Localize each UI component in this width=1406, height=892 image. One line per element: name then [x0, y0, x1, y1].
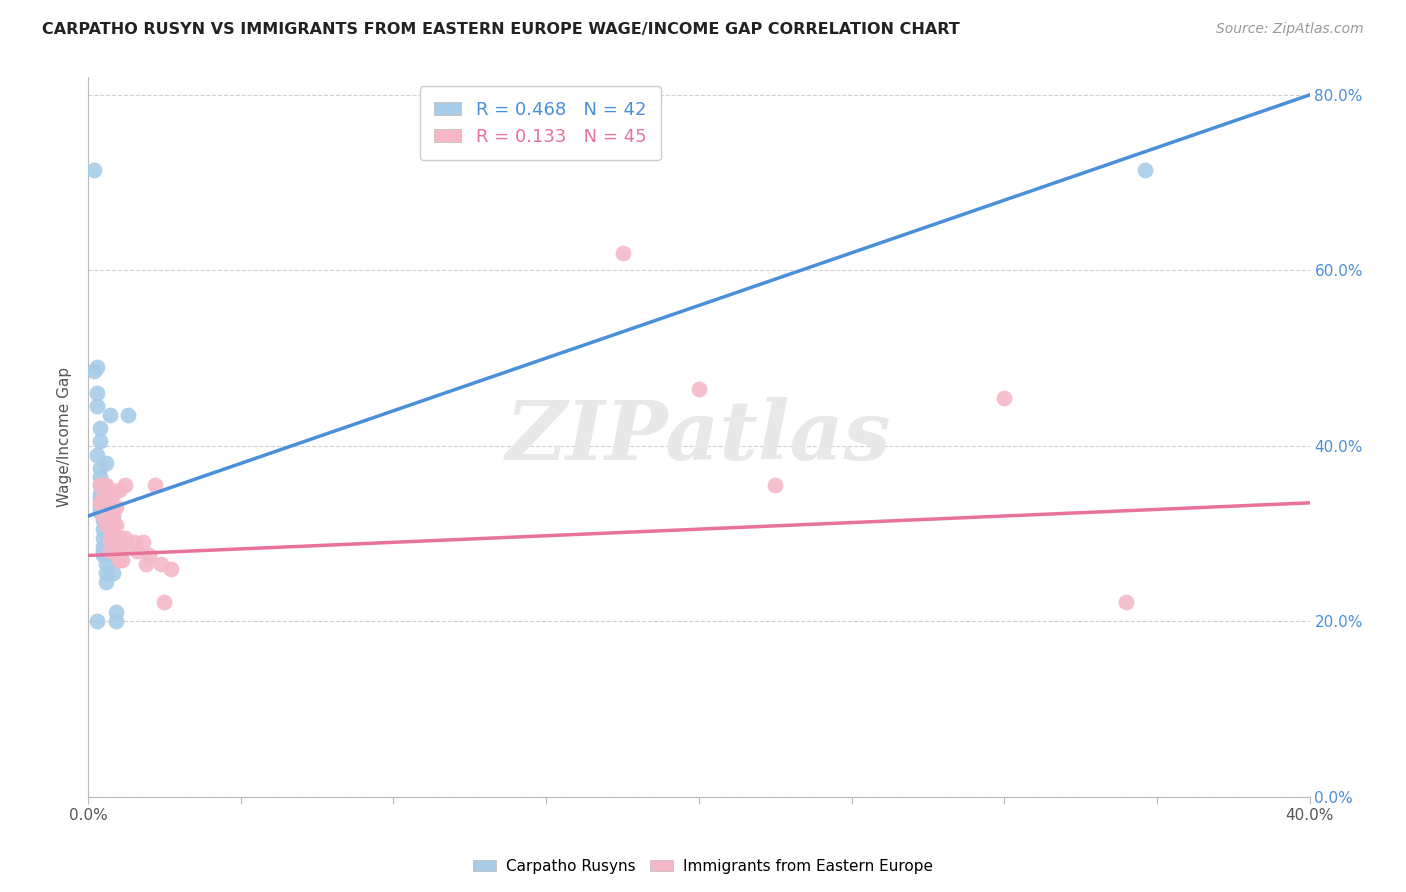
- Point: [98, 408, 121, 422]
- Point: [138, 549, 160, 563]
- Point: [104, 614, 127, 628]
- Point: [93, 513, 115, 527]
- Legend: Carpatho Rusyns, Immigrants from Eastern Europe: Carpatho Rusyns, Immigrants from Eastern…: [467, 853, 939, 880]
- Point: [96, 566, 118, 580]
- Point: [96, 549, 118, 563]
- Point: [101, 566, 124, 580]
- Point: [86, 359, 108, 374]
- Point: [86, 614, 108, 628]
- Point: [111, 553, 134, 567]
- Point: [1115, 595, 1137, 609]
- Point: [86, 400, 108, 414]
- Point: [107, 544, 129, 558]
- Point: [96, 513, 118, 527]
- Point: [98, 531, 121, 545]
- Point: [96, 500, 118, 515]
- Point: [101, 505, 124, 519]
- Point: [132, 535, 155, 549]
- Point: [117, 408, 139, 422]
- Point: [98, 483, 121, 497]
- Point: [89, 421, 111, 435]
- Point: [150, 558, 173, 572]
- Point: [107, 531, 129, 545]
- Point: [93, 522, 115, 536]
- Point: [101, 508, 124, 523]
- Point: [135, 558, 157, 572]
- Point: [143, 478, 166, 492]
- Point: [89, 478, 111, 492]
- Point: [107, 553, 129, 567]
- Point: [89, 487, 111, 501]
- Point: [93, 540, 115, 554]
- Point: [89, 496, 111, 510]
- Point: [96, 574, 118, 589]
- Point: [98, 544, 121, 558]
- Point: [93, 508, 115, 523]
- Point: [93, 496, 115, 510]
- Point: [98, 533, 121, 547]
- Point: [98, 522, 121, 536]
- Point: [89, 469, 111, 483]
- Text: CARPATHO RUSYN VS IMMIGRANTS FROM EASTERN EUROPE WAGE/INCOME GAP CORRELATION CHA: CARPATHO RUSYN VS IMMIGRANTS FROM EASTER…: [42, 22, 960, 37]
- Point: [96, 540, 118, 554]
- Point: [122, 535, 145, 549]
- Point: [89, 500, 111, 515]
- Point: [114, 478, 136, 492]
- Point: [107, 483, 129, 497]
- Text: Source: ZipAtlas.com: Source: ZipAtlas.com: [1216, 22, 1364, 37]
- Point: [96, 491, 118, 506]
- Point: [101, 517, 124, 532]
- Point: [83, 364, 105, 378]
- Point: [93, 491, 115, 506]
- Point: [89, 434, 111, 449]
- Point: [93, 508, 115, 523]
- Point: [104, 500, 127, 515]
- Point: [89, 491, 111, 506]
- Point: [96, 456, 118, 470]
- Point: [89, 505, 111, 519]
- Point: [104, 517, 127, 532]
- Point: [153, 595, 176, 609]
- Point: [89, 478, 111, 492]
- Point: [96, 558, 118, 572]
- Point: [98, 500, 121, 515]
- Point: [96, 526, 118, 541]
- Point: [763, 478, 786, 492]
- Point: [93, 544, 115, 558]
- Point: [1133, 162, 1156, 177]
- Point: [93, 478, 115, 492]
- Point: [104, 531, 127, 545]
- Point: [101, 487, 124, 501]
- Point: [83, 162, 105, 177]
- Point: [114, 531, 136, 545]
- Point: [101, 531, 124, 545]
- Point: [98, 510, 121, 524]
- Point: [612, 245, 634, 260]
- Point: [96, 513, 118, 527]
- Text: ZIPatlas: ZIPatlas: [506, 397, 891, 477]
- Point: [89, 460, 111, 475]
- Point: [125, 544, 148, 558]
- Point: [93, 487, 115, 501]
- Point: [93, 531, 115, 545]
- Point: [93, 549, 115, 563]
- Point: [86, 448, 108, 462]
- Point: [96, 517, 118, 532]
- Point: [104, 606, 127, 620]
- Point: [688, 382, 710, 396]
- Point: [93, 478, 115, 492]
- Y-axis label: Wage/Income Gap: Wage/Income Gap: [58, 367, 72, 508]
- Legend: R = 0.468   N = 42, R = 0.133   N = 45: R = 0.468 N = 42, R = 0.133 N = 45: [419, 87, 661, 161]
- Point: [993, 391, 1015, 405]
- Point: [96, 478, 118, 492]
- Point: [159, 561, 181, 575]
- Point: [86, 386, 108, 401]
- Point: [111, 544, 134, 558]
